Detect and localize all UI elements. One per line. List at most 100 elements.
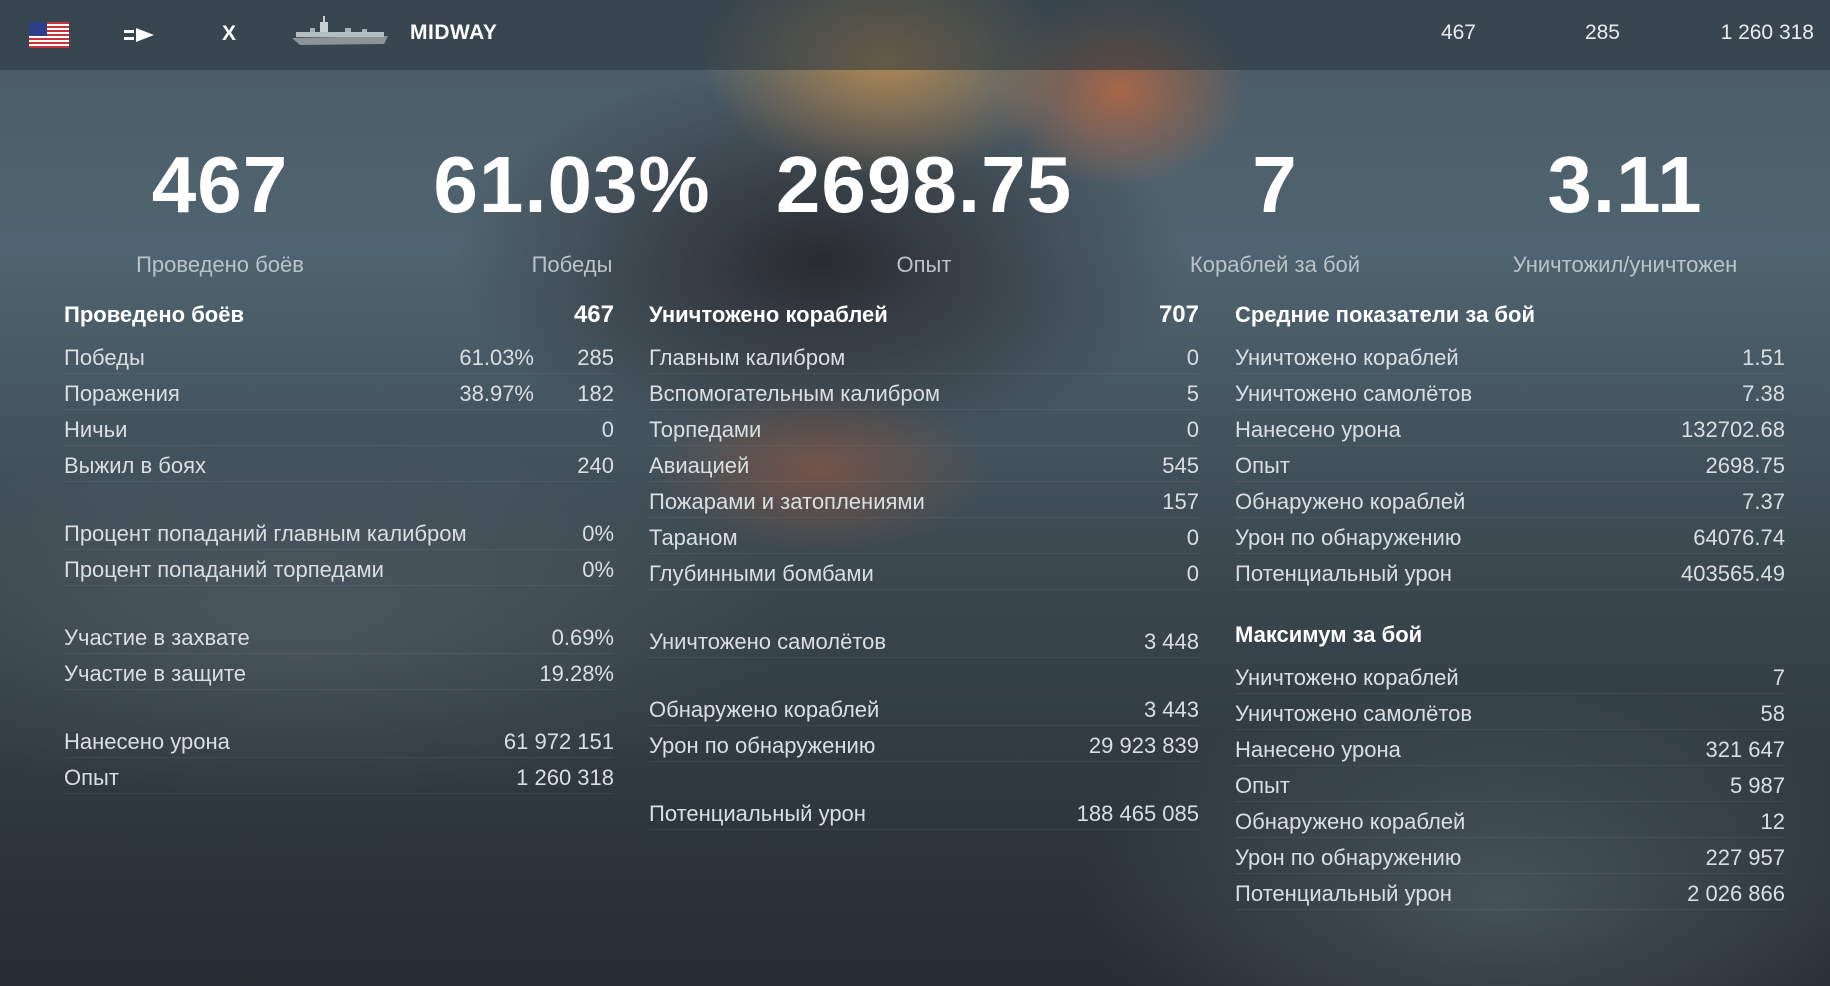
stat-label: Выжил в боях: [64, 453, 206, 478]
section-title: Средние показатели за бой: [1235, 302, 1535, 327]
summary-label: Победы: [531, 252, 613, 277]
stat-row: Авиацией 545: [649, 448, 1199, 484]
stat-value: 182: [577, 381, 614, 406]
stat-label: Потенциальный урон: [1235, 881, 1452, 906]
stat-label: Участие в защите: [64, 661, 246, 686]
stat-value: 5: [1186, 381, 1199, 406]
summary-kd-ratio: 3.11 Уничтожил/уничтожен: [1445, 140, 1805, 278]
stat-value: 19.28%: [539, 661, 614, 686]
stat-value: 3 448: [1143, 629, 1199, 654]
stat-value: 3 443: [1143, 697, 1199, 722]
stat-row-torpedo-hit-rate: Процент попаданий торпедами 0%: [64, 552, 614, 588]
avg-row: Опыт 2698.75: [1235, 448, 1785, 484]
stat-label: Опыт: [64, 765, 119, 790]
summary-value: 61.03%: [433, 140, 711, 229]
stat-value: 403565.49: [1681, 561, 1785, 586]
stat-value: 0%: [582, 521, 614, 546]
stat-label: Опыт: [1235, 773, 1290, 798]
stat-value: 2 026 866: [1687, 881, 1785, 906]
summary-value: 7: [1252, 140, 1298, 229]
summary-ships-per-battle: 7 Кораблей за бой: [1095, 140, 1455, 278]
summary-label: Проведено боёв: [136, 252, 304, 277]
stat-row: Тараном 0: [649, 520, 1199, 556]
battles-header: Проведено боёв 467: [64, 300, 614, 340]
stat-label: Глубинными бомбами: [649, 561, 874, 586]
stat-label: Уничтожено кораблей: [1235, 345, 1459, 370]
stat-label: Тараном: [649, 525, 738, 550]
header-xp-total: 1 260 318: [1720, 21, 1814, 44]
ship-header-bar: X MIDWAY 467 285 1 260 318: [0, 0, 1830, 70]
stat-value: 2698.75: [1705, 453, 1785, 478]
stat-row-wins: Победы 61.03% 285: [64, 340, 614, 376]
averages-header: Средние показатели за бой: [1235, 300, 1785, 340]
stat-percent: 38.97%: [459, 381, 534, 406]
stat-row-planes-destroyed: Уничтожено самолётов 3 448: [649, 624, 1199, 660]
stat-value: 7: [1772, 665, 1785, 690]
stat-label: Процент попаданий торпедами: [64, 557, 384, 582]
stat-label: Участие в захвате: [64, 625, 250, 650]
section-title: Максимум за бой: [1235, 622, 1423, 647]
stat-label: Процент попаданий главным калибром: [64, 521, 467, 546]
stat-value: 29 923 839: [1088, 733, 1199, 758]
stat-row: Торпедами 0: [649, 412, 1199, 448]
max-row: Уничтожено самолётов 58: [1235, 696, 1785, 732]
section-total: 707: [1158, 301, 1199, 328]
max-header: Максимум за бой: [1235, 620, 1785, 660]
section-total: 467: [573, 301, 614, 328]
stat-label: Поражения: [64, 381, 180, 406]
stat-label: Уничтожено самолётов: [649, 629, 887, 654]
avg-row: Нанесено урона 132702.68: [1235, 412, 1785, 448]
summary-label: Опыт: [896, 252, 952, 277]
stat-row-potential-damage: Потенциальный урон 188 465 085: [649, 796, 1199, 832]
max-row: Потенциальный урон 2 026 866: [1235, 876, 1785, 912]
max-row: Обнаружено кораблей 12: [1235, 804, 1785, 840]
summary-value: 467: [151, 140, 289, 229]
summary-battles: 467 Проведено боёв: [40, 140, 400, 278]
aircraft-carrier-icon: [124, 28, 154, 42]
stat-value: 545: [1162, 453, 1199, 478]
stat-value: 0: [1186, 345, 1199, 370]
stat-value: 240: [577, 453, 614, 478]
summary-xp: 2698.75 Опыт: [744, 140, 1104, 278]
stat-label: Обнаружено кораблей: [649, 697, 880, 722]
stat-label: Уничтожено самолётов: [1235, 381, 1473, 406]
stat-row-capture: Участие в захвате 0.69%: [64, 620, 614, 656]
avg-row: Обнаружено кораблей 7.37: [1235, 484, 1785, 520]
ships-destroyed-header: Уничтожено кораблей 707: [649, 300, 1199, 340]
stat-row-damage: Нанесено урона 61 972 151: [64, 724, 614, 760]
stat-value: 7.38: [1742, 381, 1785, 406]
stat-value: 285: [577, 345, 614, 370]
stat-row: Вспомогательным калибром 5: [649, 376, 1199, 412]
usa-flag-icon: [29, 22, 69, 48]
stat-row: Глубинными бомбами 0: [649, 556, 1199, 592]
stat-value: 157: [1162, 489, 1199, 514]
section-title: Проведено боёв: [64, 302, 244, 327]
summary-label: Кораблей за бой: [1189, 252, 1361, 277]
stat-label: Главным калибром: [649, 345, 846, 370]
stat-value: 321 647: [1705, 737, 1785, 762]
max-row: Нанесено урона 321 647: [1235, 732, 1785, 768]
stat-value: 132702.68: [1681, 417, 1785, 442]
avg-row: Урон по обнаружению 64076.74: [1235, 520, 1785, 556]
summary-label: Уничтожил/уничтожен: [1512, 252, 1738, 277]
stat-label: Потенциальный урон: [1235, 561, 1452, 586]
stat-value: 7.37: [1742, 489, 1785, 514]
stat-value: 0: [1186, 525, 1199, 550]
stat-label: Обнаружено кораблей: [1235, 489, 1466, 514]
section-title: Уничтожено кораблей: [649, 302, 888, 327]
stat-row-defense: Участие в защите 19.28%: [64, 656, 614, 692]
stat-value: 5 987: [1729, 773, 1785, 798]
stat-value: 227 957: [1705, 845, 1785, 870]
stat-label: Ничьи: [64, 417, 128, 442]
stat-row: Главным калибром 0: [649, 340, 1199, 376]
avg-row: Уничтожено кораблей 1.51: [1235, 340, 1785, 376]
stat-row-draws: Ничьи 0: [64, 412, 614, 448]
stat-row-spotting-damage: Урон по обнаружению 29 923 839: [649, 728, 1199, 764]
stat-label: Уничтожено самолётов: [1235, 701, 1473, 726]
battles-column: Проведено боёв 467 Победы 61.03% 285 Пор…: [64, 300, 614, 796]
stat-label: Урон по обнаружению: [649, 733, 876, 758]
max-row: Урон по обнаружению 227 957: [1235, 840, 1785, 876]
stat-label: Опыт: [1235, 453, 1290, 478]
stat-label: Обнаружено кораблей: [1235, 809, 1466, 834]
stat-label: Уничтожено кораблей: [1235, 665, 1459, 690]
